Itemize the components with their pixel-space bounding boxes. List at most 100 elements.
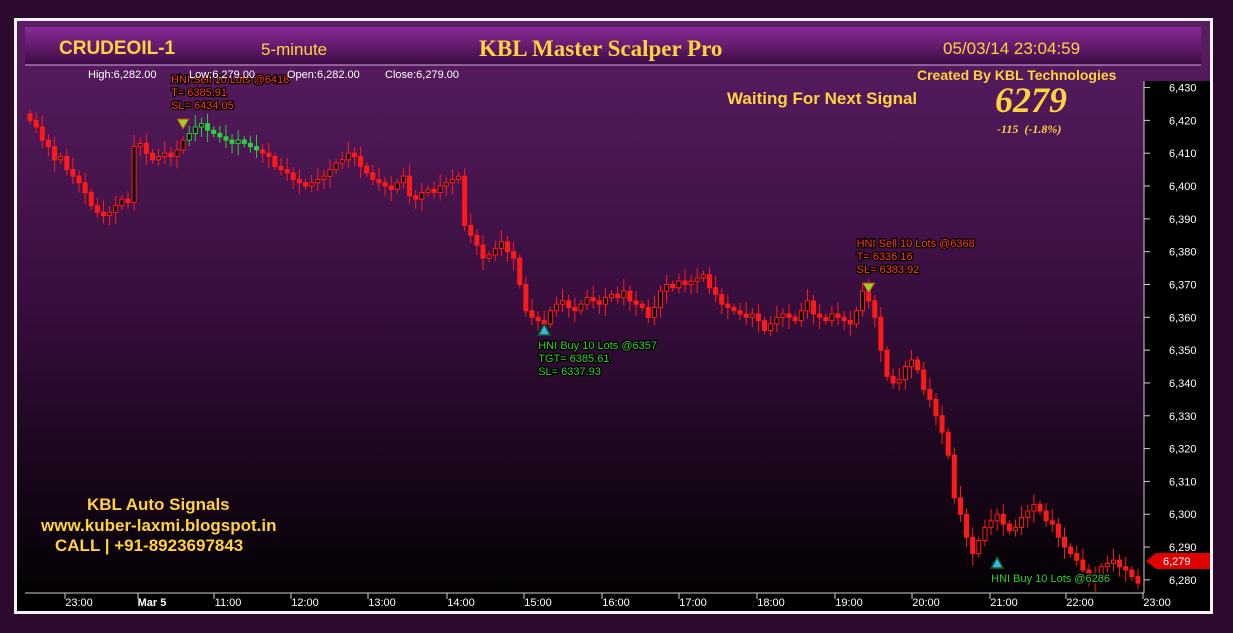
candle-body (425, 188, 431, 194)
candle-body (1019, 517, 1025, 528)
candle-body (315, 178, 321, 184)
candle-body (321, 175, 327, 180)
symbol-label: CRUDEOIL-1 (59, 38, 176, 59)
candle-body (762, 320, 768, 331)
ohlc-open: Open:6,282.00 (287, 69, 360, 81)
candle-body (296, 178, 302, 184)
candle-body (241, 139, 247, 144)
candle-body (82, 182, 88, 194)
sell-signal-marker (176, 118, 190, 130)
candle-body (192, 126, 198, 135)
candle-body (743, 313, 749, 318)
price-tag-label: 6,279 (1163, 556, 1191, 568)
sell-signal-label: T= 6385.91 (171, 87, 227, 99)
candle-body (725, 303, 731, 308)
candle-body (180, 139, 186, 151)
candle-body (278, 165, 284, 171)
buy-signal-marker (536, 322, 552, 336)
candle-body (890, 375, 896, 384)
candle-body (694, 277, 700, 282)
candle-body (982, 526, 988, 541)
candle-body (1049, 520, 1055, 525)
candle-body (768, 323, 774, 331)
price-change-display: -115 (-1.8%) (997, 122, 1062, 136)
candle-body (364, 165, 370, 174)
promo-website-link[interactable]: www.kuber-laxmi.blogspot.in (41, 516, 277, 535)
candle-body (609, 293, 615, 299)
candle-body (474, 234, 480, 246)
buy-signal-label: HNI Buy 10 Lots @6286 (991, 573, 1110, 585)
sell-signal-label: T= 6336.16 (857, 251, 913, 263)
ohlc-close: Close:6,279.00 (385, 69, 459, 81)
candle-body (1080, 559, 1086, 571)
app-title: KBL Master Scalper Pro (479, 36, 723, 61)
x-tick-label: Mar 5 (138, 597, 167, 609)
candle-body (125, 198, 131, 203)
candle-body (217, 133, 223, 138)
candle-body (64, 155, 70, 171)
candle-body (309, 182, 315, 187)
candle-body (590, 297, 596, 302)
sell-signal-label: SL= 6434.05 (171, 100, 234, 112)
candle-body (333, 162, 339, 171)
candle-body (774, 316, 780, 325)
candle-body (480, 244, 486, 259)
candle-body (1135, 576, 1141, 584)
y-tick-label: 6,300 (1169, 509, 1197, 521)
candle-body (94, 205, 100, 213)
candle-body (988, 520, 994, 528)
buy-signal-label: TGT= 6385.61 (538, 353, 609, 365)
last-price-display: 6279 (995, 80, 1067, 120)
candle-body (658, 290, 664, 308)
y-tick-label: 6,310 (1169, 476, 1197, 488)
candle-body (400, 175, 406, 184)
x-tick-label: 12:00 (291, 597, 319, 609)
candle-body (1110, 559, 1116, 564)
candle-body (149, 152, 155, 161)
x-tick-label: 16:00 (602, 597, 630, 609)
candle-body (670, 283, 676, 289)
candle-body (621, 290, 627, 299)
candle-body (27, 113, 33, 121)
candle-body (572, 306, 578, 312)
sell-signal-label: SL= 6383.92 (857, 264, 920, 276)
candle-body (413, 195, 419, 200)
candle-body (664, 283, 670, 292)
candle-body (376, 178, 382, 184)
price-tag-shape (1146, 553, 1210, 569)
candle-body (994, 513, 1000, 522)
candle-body (186, 133, 192, 141)
buy-signal-label: HNI Buy 10 Lots @6357 (538, 340, 657, 352)
candle-body (731, 306, 737, 312)
axis-background (1144, 81, 1210, 611)
candle-body (419, 192, 425, 200)
candle-body (939, 415, 945, 433)
candle-body (878, 316, 884, 351)
candle-body (272, 155, 278, 167)
candle-body (780, 313, 786, 318)
price-chart[interactable]: 6,430 6,420 6,410 6,400 6,390 6,380 6,370 6,360… (17, 21, 1210, 611)
candle-body (1104, 562, 1110, 568)
candle-body (1092, 576, 1098, 581)
x-tick-label: 22:00 (1066, 597, 1094, 609)
candle-body (817, 313, 823, 318)
promo-title: KBL Auto Signals (87, 495, 230, 514)
y-tick-label: 6,330 (1169, 411, 1197, 423)
y-tick-label: 6,350 (1169, 345, 1197, 357)
datetime-label: 05/03/14 23:04:59 (943, 39, 1081, 58)
candle-body (58, 155, 64, 161)
candle-body (492, 247, 498, 256)
candle-body (902, 366, 908, 381)
candle-body (303, 182, 308, 187)
candle-body (211, 129, 217, 135)
y-tick-label: 6,370 (1169, 279, 1197, 291)
candle-body (927, 389, 933, 400)
candle-body (566, 300, 572, 308)
candle-body (327, 169, 333, 177)
candle-body (1086, 569, 1092, 578)
x-tick-label: 23:00 (65, 597, 93, 609)
candle-body (1098, 566, 1104, 581)
candle-body (682, 280, 688, 285)
candle-body (639, 303, 645, 308)
